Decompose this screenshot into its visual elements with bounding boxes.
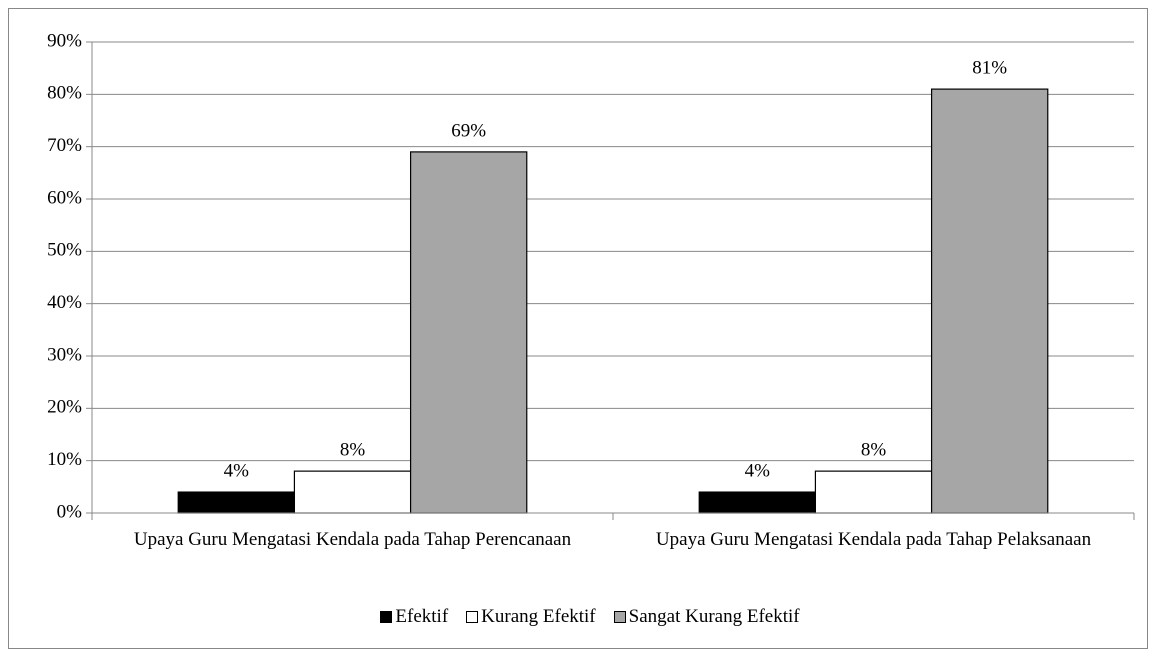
legend-item: Kurang Efektif [466,606,596,628]
data-label: 4% [224,460,250,481]
data-label: 8% [861,439,887,460]
legend-label: Kurang Efektif [481,606,596,627]
legend-swatch [466,611,479,623]
legend: Efektif Kurang Efektif Sangat Kurang Efekt… [0,606,1150,628]
legend-swatch [380,611,393,623]
x-tick-label: Upaya Guru Mengatasi Kendala pada Tahap … [133,529,572,550]
data-label: 4% [745,460,771,481]
legend-label: Sangat Kurang Efektif [628,606,800,627]
y-tick-label: 60% [47,187,82,208]
legend-label: Efektif [395,606,449,627]
y-tick-label: 0% [57,501,83,522]
y-tick-label: 80% [47,83,82,104]
x-tick-label: Upaya Guru Mengatasi Kendala pada Tahap … [655,529,1092,550]
y-tick-label: 90% [47,30,82,51]
data-label: 69% [451,120,486,141]
y-tick-label: 20% [47,397,82,418]
legend-swatch [613,611,626,623]
y-tick-label: 30% [47,344,82,365]
y-tick-label: 40% [47,292,82,313]
legend-item: Sangat Kurang Efektif [613,606,800,628]
y-tick-label: 70% [47,135,82,156]
legend-item: Efektif [380,606,448,628]
bar [930,88,1049,514]
y-tick-label: 50% [47,240,82,261]
bar [409,151,528,514]
bar [698,491,817,514]
y-tick-label: 10% [47,449,82,470]
bar [814,470,933,514]
data-label: 81% [972,57,1007,78]
bar [293,470,412,514]
data-label: 8% [340,439,366,460]
bar [177,491,296,514]
